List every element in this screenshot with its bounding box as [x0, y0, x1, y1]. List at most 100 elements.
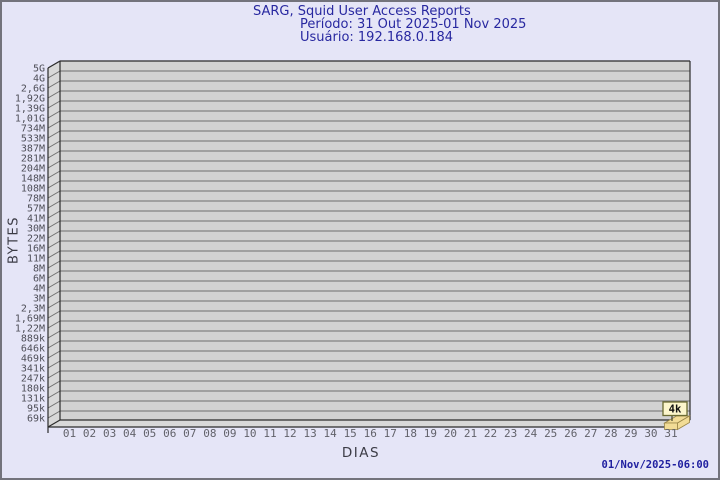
- y-tick-mark: [47, 80, 61, 89]
- x-tick-label: 12: [283, 427, 296, 440]
- y-tick-label: 4G: [33, 74, 45, 85]
- y-tick-mark: [47, 280, 61, 289]
- y-tick-label: 69k: [27, 414, 45, 425]
- x-tick-label: 11: [263, 427, 276, 440]
- y-tick-label: 533M: [21, 134, 45, 145]
- axis-edge: [47, 60, 61, 69]
- y-tick-mark: [47, 180, 61, 189]
- x-tick-label: 04: [123, 427, 137, 440]
- x-tick-label: 01: [63, 427, 76, 440]
- y-tick-mark: [47, 100, 61, 109]
- value-callout: 4k: [662, 401, 688, 421]
- y-tick-mark: [47, 370, 61, 379]
- y-tick-label: 646k: [21, 344, 45, 355]
- y-tick-mark: [47, 270, 61, 279]
- report-timestamp: 01/Nov/2025-06:00: [601, 459, 709, 471]
- y-tick-label: 1,39G: [15, 104, 45, 115]
- x-tick-label: 29: [624, 427, 637, 440]
- x-tick-label: 16: [364, 427, 377, 440]
- x-tick-label: 10: [243, 427, 256, 440]
- y-tick-mark: [47, 140, 61, 149]
- floor: [48, 420, 690, 427]
- y-tick-label: 95k: [27, 404, 45, 415]
- chart-title: SARG, Squid User Access Reports: [253, 4, 471, 19]
- y-tick-label: 889k: [21, 334, 45, 345]
- x-tick-label: 26: [564, 427, 577, 440]
- y-tick-mark: [47, 410, 61, 419]
- x-tick-label: 20: [444, 427, 457, 440]
- x-tick-label: 24: [524, 427, 538, 440]
- y-tick-mark: [47, 320, 61, 329]
- y-tick-mark: [47, 220, 61, 229]
- y-tick-mark: [47, 210, 61, 219]
- callout-value-label: 4k: [669, 404, 682, 416]
- y-tick-label: 1,92G: [15, 94, 45, 105]
- y-tick-mark: [47, 170, 61, 179]
- y-tick-label: 22M: [27, 234, 45, 245]
- y-tick-label: 131k: [21, 394, 45, 405]
- x-tick-label: 08: [203, 427, 216, 440]
- x-axis-tick-labels: 01 02 03 04 05 06 07 08 09 10 11 12 13 14 15 16 17 18 19 20…: [63, 427, 678, 440]
- axis-edge: [47, 419, 61, 428]
- axis-lines: [47, 60, 691, 433]
- y-tick-mark: [47, 400, 61, 409]
- y-tick-mark: [47, 340, 61, 349]
- y-axis-tick-labels: 5G4G2,6G1,92G1,39G1,01G734M533M387M281M2…: [15, 64, 45, 425]
- y-tick-mark: [47, 240, 61, 249]
- y-tick-label: 148M: [21, 174, 45, 185]
- x-tick-label: 09: [223, 427, 236, 440]
- y-tick-mark: [47, 190, 61, 199]
- y-tick-label: 734M: [21, 124, 45, 135]
- y-tick-mark: [47, 380, 61, 389]
- y-axis-title: BYTES: [6, 215, 22, 265]
- plot-walls: [48, 61, 690, 427]
- bar-front-face: [664, 422, 678, 430]
- y-tick-mark: [47, 260, 61, 269]
- y-tick-label: 387M: [21, 144, 45, 155]
- y-tick-label: 30M: [27, 224, 45, 235]
- chart-user-subtitle: Usuário: 192.168.0.184: [300, 30, 454, 45]
- x-tick-label: 18: [404, 427, 417, 440]
- x-tick-label: 19: [424, 427, 437, 440]
- y-tick-mark: [47, 290, 61, 299]
- y-tick-mark: [47, 230, 61, 239]
- x-tick-label: 17: [384, 427, 397, 440]
- y-tick-mark: [47, 310, 61, 319]
- x-tick-label: 25: [544, 427, 557, 440]
- x-tick-label: 15: [344, 427, 357, 440]
- x-tick-label: 13: [303, 427, 316, 440]
- data-bars: [663, 415, 691, 431]
- y-tick-label: 16M: [27, 244, 45, 255]
- y-tick-mark: [47, 330, 61, 339]
- y-tick-mark: [47, 150, 61, 159]
- y-tick-label: 11M: [27, 254, 45, 265]
- y-tick-label: 247k: [21, 374, 45, 385]
- x-tick-label: 31: [664, 427, 677, 440]
- y-tick-mark: [47, 130, 61, 139]
- y-tick-mark: [47, 300, 61, 309]
- y-tick-mark: [47, 250, 61, 259]
- y-tick-mark: [47, 110, 61, 119]
- callout-box: [662, 401, 688, 417]
- y-tick-mark: [47, 200, 61, 209]
- y-tick-label: 1,22M: [15, 324, 45, 335]
- x-tick-label: 23: [504, 427, 517, 440]
- y-tick-mark: [47, 390, 61, 399]
- y-tick-label: 41M: [27, 214, 45, 225]
- x-tick-label: 07: [183, 427, 196, 440]
- y-tick-label: 2,3M: [21, 304, 45, 315]
- y-tick-label: 180k: [21, 384, 45, 395]
- x-tick-label: 02: [83, 427, 96, 440]
- x-tick-label: 06: [163, 427, 176, 440]
- y-tick-mark: [47, 120, 61, 129]
- y-tick-label: 6M: [33, 274, 45, 285]
- x-tick-label: 27: [584, 427, 597, 440]
- x-tick-label: 03: [103, 427, 116, 440]
- y-tick-mark: [47, 70, 61, 79]
- y-tick-label: 341k: [21, 364, 45, 375]
- x-tick-label: 28: [604, 427, 617, 440]
- y-tick-label: 1,01G: [15, 114, 45, 125]
- y-tick-label: 57M: [27, 204, 45, 215]
